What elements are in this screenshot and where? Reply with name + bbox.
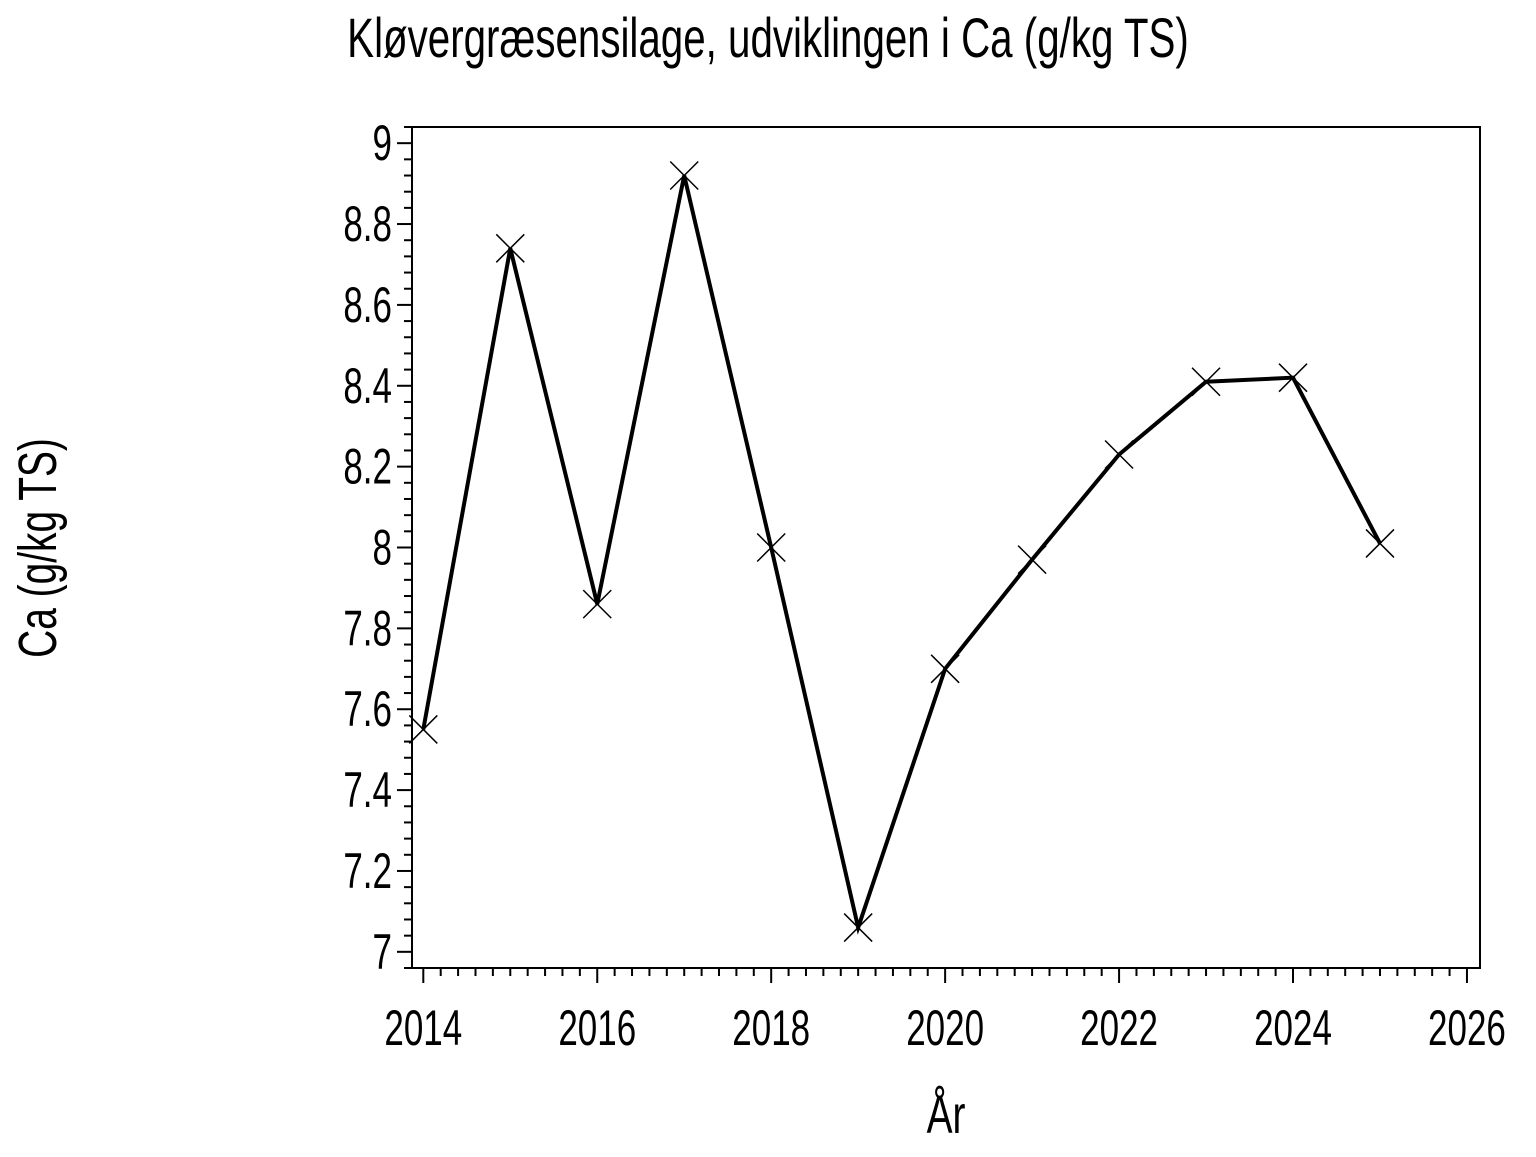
data-point-marker — [495, 233, 525, 263]
tick-label: 2016 — [558, 1001, 636, 1057]
y-axis-tick-labels: 7 7.2 7.4 7.6 7.8 8 8.2 8.4 8.6 8.8 9 — [343, 116, 392, 980]
data-series — [421, 175, 1382, 935]
tick-label: 8 — [373, 520, 392, 576]
x-axis-label: År — [927, 1084, 966, 1145]
tick-label: 7.2 — [343, 844, 392, 900]
tick-label: 8.8 — [343, 197, 392, 253]
tick-label: 9 — [373, 116, 392, 172]
data-point-marker — [1278, 363, 1308, 393]
chart-title: Kløvergræsensilage, udviklingen i Ca (g/… — [347, 8, 1189, 70]
plot-frame — [411, 126, 1481, 969]
tick-label: 8.2 — [343, 440, 392, 496]
tick-label: 2022 — [1080, 1001, 1158, 1057]
tick-label: 8.4 — [343, 359, 392, 415]
tick-label: 7.4 — [343, 763, 392, 819]
data-point-marker — [1191, 367, 1221, 397]
data-point-marker — [843, 913, 873, 943]
data-point-marker — [756, 532, 786, 563]
tick-label: 2024 — [1254, 1001, 1332, 1057]
data-point-marker — [930, 654, 960, 684]
tick-label: 2014 — [384, 1001, 462, 1057]
data-point-markers — [408, 160, 1395, 943]
y-axis-ticks — [397, 126, 412, 969]
tick-label: 2018 — [732, 1001, 810, 1057]
y-axis-label: Ca (g/kg TS) — [7, 438, 68, 658]
data-point-marker — [1365, 528, 1395, 558]
data-point-marker — [669, 160, 699, 191]
x-axis-tick-labels: 2014 2016 2018 2020 2022 2024 2026 — [384, 1001, 1505, 1057]
data-point-marker — [1017, 545, 1047, 575]
data-line — [421, 175, 1382, 935]
data-point-marker — [408, 714, 438, 744]
x-axis-ticks — [422, 968, 1468, 983]
tick-label: 7.8 — [343, 601, 392, 657]
tick-label: 8.6 — [343, 278, 392, 334]
data-point-marker — [582, 589, 612, 619]
tick-label: 2026 — [1428, 1001, 1506, 1057]
data-point-marker — [1104, 439, 1134, 470]
tick-label: 2020 — [906, 1001, 984, 1057]
tick-label: 7.6 — [343, 682, 392, 738]
tick-label: 7 — [373, 925, 392, 981]
